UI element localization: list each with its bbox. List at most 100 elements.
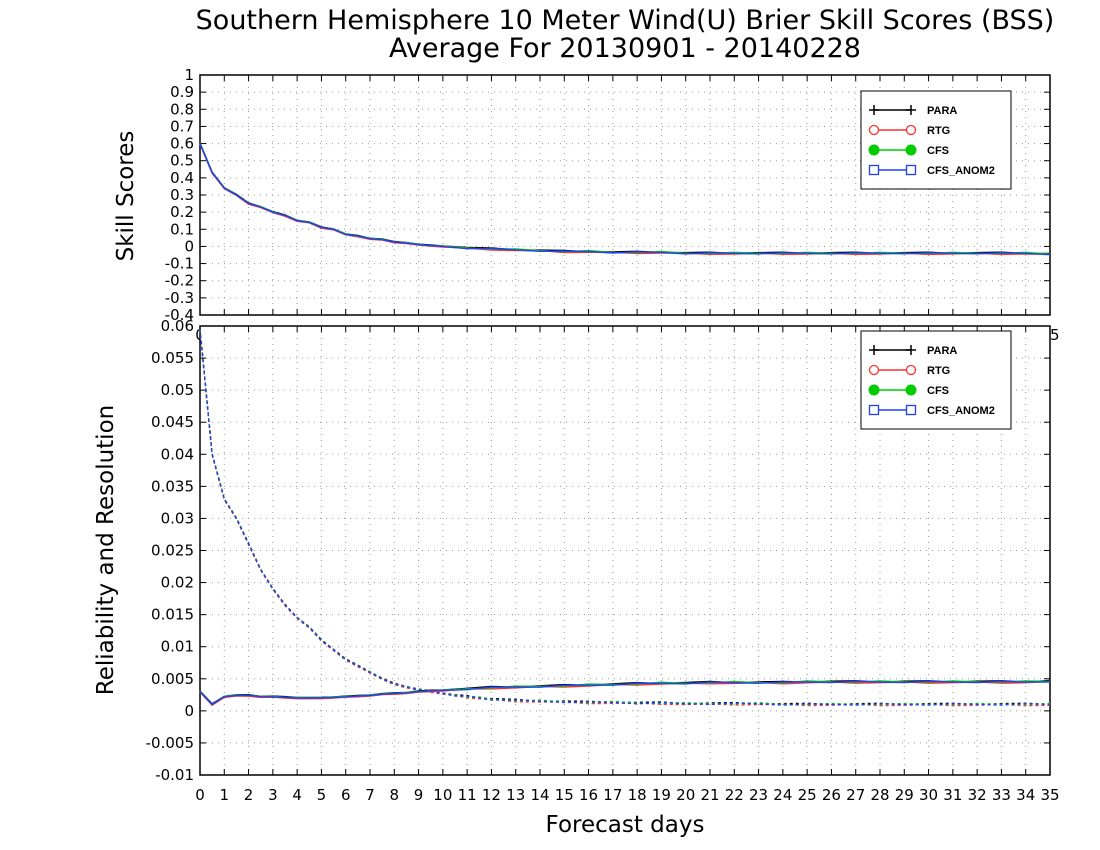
plus-marker-icon <box>906 345 916 355</box>
legend-label: CFS_ANOM2 <box>927 405 995 417</box>
open-square-marker-icon <box>868 404 880 416</box>
y-tick-label: 0 <box>184 702 194 720</box>
x-tick-label: 5 <box>317 786 327 804</box>
x-tick-label: 2 <box>244 786 254 804</box>
legend-box <box>860 330 1012 430</box>
legend: PARA RTG CFS CFS_ANOM2 <box>860 90 1012 190</box>
legend-label: PARA <box>927 105 957 117</box>
legend-label: RTG <box>927 365 950 377</box>
x-tick-label: 28 <box>870 786 889 804</box>
y-tick-label: -0.005 <box>146 734 194 752</box>
x-tick-label: 9 <box>414 786 424 804</box>
plus-marker-icon <box>869 345 879 355</box>
x-tick-label: 16 <box>579 786 598 804</box>
filled-circle-marker-icon <box>868 384 880 396</box>
x-tick-label: 35 <box>1040 786 1059 804</box>
x-tick-label: 13 <box>506 786 525 804</box>
y-tick-label: 0.4 <box>170 169 194 187</box>
x-tick-label: 22 <box>725 786 744 804</box>
x-tick-label: 8 <box>390 786 400 804</box>
y-tick-label: -0.01 <box>155 766 194 784</box>
x-tick-label: 12 <box>482 786 501 804</box>
legend-entry: RTG <box>868 124 950 137</box>
y-tick-label: -0.4 <box>165 306 194 324</box>
open-circle-marker-icon <box>905 124 917 136</box>
legend-entry: CFS <box>868 144 949 157</box>
plus-marker-icon <box>906 105 916 115</box>
legend-entry: CFS <box>868 384 949 397</box>
y-tick-label: 0.005 <box>151 670 194 688</box>
x-tick-label: 24 <box>773 786 792 804</box>
x-tick-label: 25 <box>798 786 817 804</box>
y-tick-label: 0.2 <box>170 203 194 221</box>
x-tick-label: 18 <box>628 786 647 804</box>
x-tick-label: 6 <box>341 786 351 804</box>
x-tick-label: 32 <box>968 786 987 804</box>
x-tick-label: 26 <box>822 786 841 804</box>
legend-label: CFS_ANOM2 <box>927 165 995 177</box>
x-tick-label: 17 <box>603 786 622 804</box>
plus-marker-icon <box>869 105 879 115</box>
open-square-marker-icon <box>905 404 917 416</box>
y-tick-label: 0.04 <box>161 445 194 463</box>
y-tick-label: 1 <box>184 66 194 84</box>
y-tick-label: 0.06 <box>161 317 194 335</box>
bss-y-axis-label: Skill Scores <box>113 131 139 262</box>
y-tick-label: 0.8 <box>170 100 194 118</box>
chart-title: Southern Hemisphere 10 Meter Wind(U) Bri… <box>196 5 1055 36</box>
open-circle-marker-icon <box>868 124 880 136</box>
x-tick-label: 1 <box>220 786 230 804</box>
x-tick-label: 0 <box>195 786 205 804</box>
y-tick-label: 0.015 <box>151 606 194 624</box>
bss-panel: 10.90.80.70.60.50.40.30.20.10-0.1-0.2-0.… <box>165 66 1060 344</box>
y-tick-label: 0.055 <box>151 349 194 367</box>
legend-label: CFS <box>927 145 949 157</box>
open-square-marker-icon <box>868 164 880 176</box>
y-tick-label: 0.9 <box>170 83 194 101</box>
x-tick-label: 3 <box>268 786 278 804</box>
bss-line-cfs_anom2 <box>199 143 1051 256</box>
legend-label: CFS <box>927 385 949 397</box>
resolution-line-cfs_anom2 <box>199 680 1051 706</box>
reliability-line-cfs_anom2 <box>199 329 1051 706</box>
x-tick-label: 10 <box>433 786 452 804</box>
x-tick-label: 33 <box>992 786 1011 804</box>
legend-entry: PARA <box>869 345 957 357</box>
x-tick-label: 15 <box>555 786 574 804</box>
x-tick-label: 21 <box>700 786 719 804</box>
x-tick-label: 30 <box>919 786 938 804</box>
legend-label: PARA <box>927 345 957 357</box>
legend-entry: RTG <box>868 364 950 377</box>
rr-y-axis-label: Reliability and Resolution <box>93 405 119 695</box>
x-axis-label: Forecast days <box>546 812 705 838</box>
y-tick-label: -0.1 <box>165 255 194 273</box>
legend-box <box>860 90 1012 190</box>
filled-circle-marker-icon <box>905 384 917 396</box>
y-tick-label: 0.03 <box>161 509 194 527</box>
y-tick-label: 0.5 <box>170 152 194 170</box>
x-tick-label: 29 <box>895 786 914 804</box>
y-tick-label: 0 <box>184 237 194 255</box>
y-tick-label: -0.3 <box>165 289 194 307</box>
x-tick-label: 14 <box>530 786 549 804</box>
y-tick-label: 0.025 <box>151 542 194 560</box>
filled-circle-marker-icon <box>905 144 917 156</box>
legend-label: RTG <box>927 125 950 137</box>
resolution-line-rtg <box>199 680 1051 707</box>
filled-circle-marker-icon <box>868 144 880 156</box>
legend-entry: CFS_ANOM2 <box>868 404 995 417</box>
reliability-resolution-panel: 0.060.0550.050.0450.040.0350.030.0250.02… <box>146 317 1060 804</box>
y-tick-label: 0.045 <box>151 413 194 431</box>
legend: PARA RTG CFS CFS_ANOM2 <box>860 330 1012 430</box>
y-tick-label: 0.05 <box>161 381 194 399</box>
open-circle-marker-icon <box>905 364 917 376</box>
open-square-marker-icon <box>905 164 917 176</box>
x-tick-label: 27 <box>846 786 865 804</box>
x-tick-label: 31 <box>943 786 962 804</box>
x-tick-label: 23 <box>749 786 768 804</box>
x-tick-label: 34 <box>1016 786 1035 804</box>
chart-subtitle: Average For 20130901 - 20140228 <box>389 33 861 64</box>
x-tick-label: 11 <box>458 786 477 804</box>
y-tick-label: 0.01 <box>161 638 194 656</box>
